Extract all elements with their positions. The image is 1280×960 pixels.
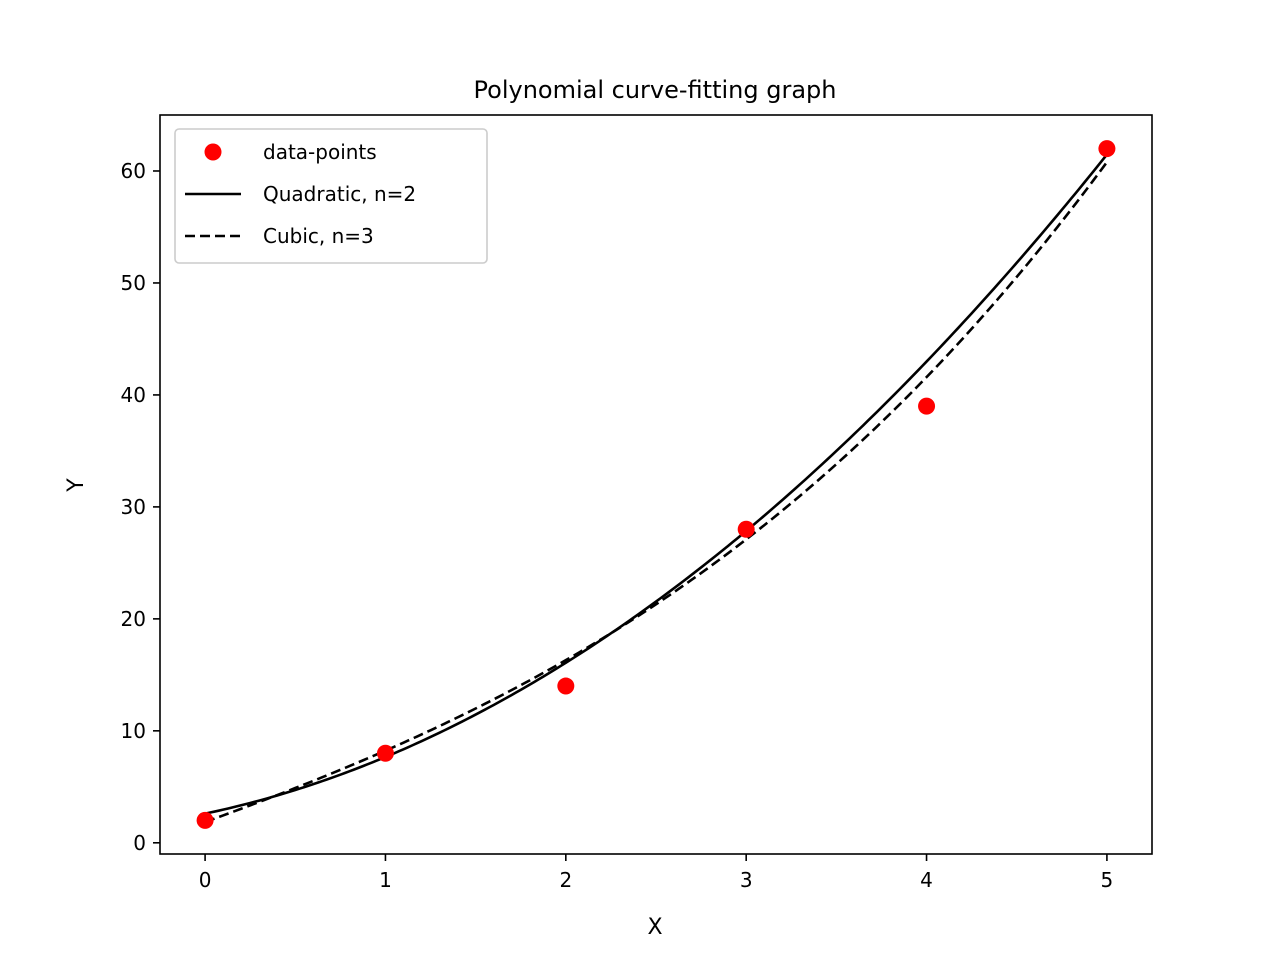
quadratic-fit-line xyxy=(204,153,1108,815)
y-tick-label: 20 xyxy=(121,607,146,631)
axes-frame xyxy=(159,114,1153,855)
x-tick-label: 1 xyxy=(379,868,392,892)
y-axis-label: Y xyxy=(64,478,89,493)
cubic-fit-line xyxy=(204,161,1108,824)
legend-marker-data-points xyxy=(204,143,222,161)
y-tick-label: 40 xyxy=(121,383,146,407)
x-tick-label: 0 xyxy=(199,868,212,892)
y-tick-label: 30 xyxy=(121,495,146,519)
data-point xyxy=(557,677,575,695)
y-tick-label: 50 xyxy=(121,271,146,295)
legend-label: Cubic, n=3 xyxy=(263,224,374,248)
data-point xyxy=(376,744,394,762)
x-tick-label: 3 xyxy=(740,868,753,892)
data-point xyxy=(196,811,214,829)
y-tick-label: 10 xyxy=(121,719,146,743)
legend-label: data-points xyxy=(263,140,377,164)
x-axis-label: X xyxy=(647,915,662,940)
y-tick-label: 60 xyxy=(121,159,146,183)
legend-box xyxy=(174,128,488,264)
y-tick-label: 0 xyxy=(133,831,146,855)
x-tick-label: 4 xyxy=(920,868,933,892)
data-point xyxy=(737,520,755,538)
data-point xyxy=(918,397,936,415)
data-point xyxy=(1098,140,1116,158)
x-tick-label: 5 xyxy=(1101,868,1114,892)
chart-title: Polynomial curve-fitting graph xyxy=(474,76,837,104)
legend-label: Quadratic, n=2 xyxy=(263,182,416,206)
x-tick-label: 2 xyxy=(559,868,572,892)
legend: data-points Quadratic, n=2 Cubic, n=3 xyxy=(174,128,488,264)
